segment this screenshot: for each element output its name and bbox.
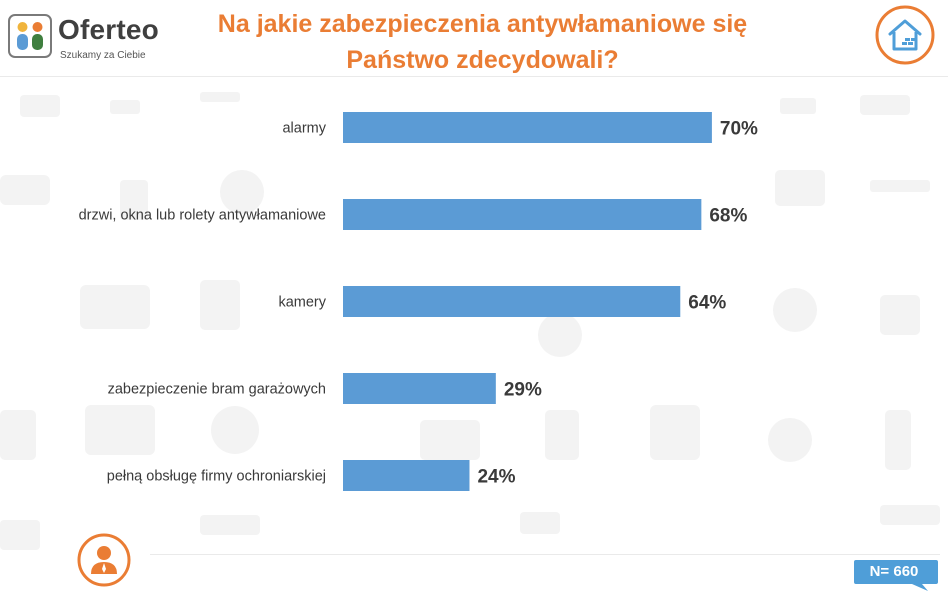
bar-0	[343, 112, 712, 143]
title-line-1: Na jakie zabezpieczenia antywłamaniowe s…	[217, 10, 748, 38]
header-divider	[0, 76, 948, 77]
bar-2	[343, 286, 681, 317]
sample-size-badge: N= 660	[852, 558, 940, 592]
footer-divider	[150, 554, 940, 555]
value-label-2: 64%	[688, 293, 726, 314]
value-label-1: 68%	[709, 206, 747, 227]
oferteo-logo-icon	[8, 14, 52, 58]
value-label-4: 24%	[477, 467, 515, 488]
value-label-3: 29%	[504, 380, 542, 401]
sample-size-text: N= 660	[869, 563, 919, 580]
bar-1	[343, 199, 702, 230]
page-title: Na jakie zabezpieczenia antywłamaniowe s…	[190, 6, 775, 78]
category-label-3: zabezpieczenie bram garażowych	[108, 382, 326, 398]
category-label-4: pełną obsługę firmy ochroniarskiej	[107, 469, 326, 485]
value-label-0: 70%	[720, 119, 758, 140]
brand-tagline: Szukamy za Ciebie	[60, 50, 146, 61]
category-label-0: alarmy	[282, 121, 326, 137]
house-icon	[875, 5, 935, 65]
bar-3	[343, 373, 496, 404]
title-line-2: Państwo zdecydowali?	[346, 46, 619, 74]
brand-logo[interactable]: Oferteo Szukamy za Ciebie	[8, 14, 178, 64]
category-label-1: drzwi, okna lub rolety antywłamaniowe	[79, 208, 326, 224]
brand-name: Oferteo	[58, 14, 159, 45]
category-label-2: kamery	[278, 295, 326, 311]
person-icon	[77, 533, 131, 587]
bar-4	[343, 460, 470, 491]
speech-bubble-icon	[854, 560, 938, 591]
